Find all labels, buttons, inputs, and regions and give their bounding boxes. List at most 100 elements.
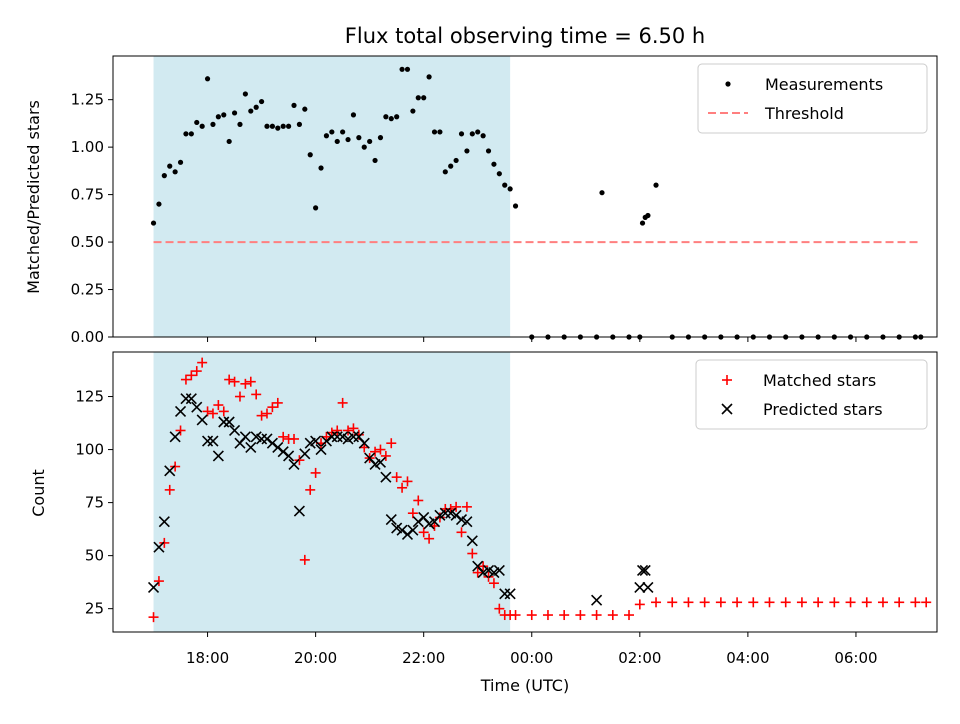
measurement-point [177, 159, 184, 165]
measurement-point [480, 133, 486, 139]
x-tick-label: 22:00 [402, 649, 445, 667]
predicted-star-point [358, 437, 370, 449]
measurement-point [345, 136, 351, 143]
measurement-point [399, 66, 405, 72]
observing-window-band [153, 56, 511, 337]
measurement-point [361, 144, 367, 150]
matched-star-point [780, 597, 791, 608]
matched-star-point [591, 610, 602, 621]
predicted-star-point [147, 581, 160, 594]
predicted-star-point [266, 437, 278, 449]
measurement-point [491, 161, 497, 167]
matched-star-point [213, 400, 224, 411]
matched-star-point [380, 450, 391, 461]
measurement-point [204, 76, 211, 82]
matched-star-point [148, 612, 159, 623]
matched-star-point [542, 610, 553, 621]
matched-star-point [332, 425, 343, 436]
predicted-star-point [461, 516, 473, 528]
matched-star-point [375, 444, 386, 455]
matched-star-point [434, 512, 445, 523]
predicted-star-point [191, 401, 203, 413]
predicted-star-point [239, 431, 251, 443]
predicted-star-point [277, 446, 289, 458]
matched-star-point [294, 455, 305, 466]
predicted-star-point [412, 516, 424, 528]
axes-frame [112, 55, 938, 338]
top-ylabel: Matched/Predicted stars [24, 100, 43, 294]
measurement-point [199, 123, 205, 129]
predicted-star-point [288, 458, 300, 470]
matched-star-point [159, 537, 170, 548]
matched-star-point [202, 406, 213, 417]
predicted-star-point [634, 581, 646, 594]
measurement-point [275, 125, 281, 131]
bottom-ylabel: Count [29, 469, 48, 517]
legend-box [695, 359, 928, 430]
matched-star-point [310, 467, 321, 478]
measurement-point [377, 135, 384, 141]
measurement-point [453, 157, 459, 164]
matched-star-point [748, 597, 759, 608]
measurement-point [329, 129, 335, 135]
matched-star-point [494, 603, 505, 614]
matched-star-point [370, 446, 381, 457]
matched-star-point [343, 425, 354, 436]
measurement-point [291, 102, 297, 108]
matched-star-point [240, 378, 251, 389]
x-tick-label: 06:00 [834, 649, 877, 667]
measurement-point [431, 129, 438, 135]
matched-star-point [921, 597, 932, 608]
measurement-point [172, 169, 178, 175]
predicted-star-point [591, 594, 603, 606]
measurement-point [313, 205, 319, 211]
predicted-star-point [642, 581, 654, 594]
top-ytick-label: 1.25 [71, 91, 104, 109]
measurement-point [415, 95, 421, 101]
measurement-point [221, 112, 227, 118]
measurement-point [318, 165, 324, 171]
measurement-point [323, 133, 330, 139]
measurement-point [475, 129, 481, 135]
measurement-point [286, 123, 292, 129]
matched-star-point [218, 406, 229, 417]
matched-star-point [224, 374, 235, 385]
predicted-star-point [169, 431, 181, 443]
measurement-point [645, 212, 651, 219]
measurement-point [507, 186, 513, 192]
predicted-star-point [207, 435, 219, 447]
matched-star-point [397, 482, 408, 493]
x-axis-label: Time (UTC) [480, 676, 569, 695]
matched-star-point [910, 597, 921, 608]
measurement-point [404, 66, 411, 72]
measurement-point [448, 163, 454, 169]
matched-star-point [229, 376, 240, 387]
measurement-point [167, 163, 173, 169]
measurement-point [307, 152, 313, 158]
matched-star-point [488, 578, 499, 589]
matched-star-point [251, 389, 262, 400]
measurement-point [485, 148, 492, 154]
measurement-point [426, 74, 432, 80]
measurement-point [340, 129, 346, 135]
matched-star-point [575, 610, 586, 621]
matched-star-point [267, 402, 278, 413]
matched-star-point [829, 597, 840, 608]
predicted-star-point [639, 564, 651, 577]
measurement-point [502, 182, 508, 188]
predicted-star-point [164, 465, 176, 477]
predicted-star-point [158, 516, 170, 528]
matched-star-point [191, 366, 202, 377]
measurement-point [442, 169, 448, 175]
matched-star-point [180, 374, 191, 385]
measurement-point [296, 121, 303, 127]
measurement-point [334, 138, 340, 145]
top-legend: Measurements Threshold [697, 63, 928, 134]
predicted-star-point [396, 524, 408, 536]
matched-star-point [607, 610, 618, 621]
matched-star-point [796, 597, 807, 608]
x-tick-label: 20:00 [294, 649, 337, 667]
legend-matched-marker [722, 375, 732, 385]
measurement-point [242, 91, 248, 97]
bottom-ytick-label: 100 [75, 441, 104, 459]
